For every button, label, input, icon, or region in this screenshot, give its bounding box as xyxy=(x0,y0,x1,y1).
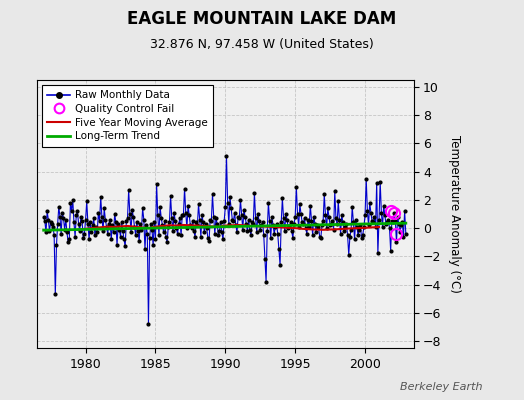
Text: Berkeley Earth: Berkeley Earth xyxy=(400,382,482,392)
Y-axis label: Temperature Anomaly (°C): Temperature Anomaly (°C) xyxy=(448,135,461,293)
Text: 32.876 N, 97.458 W (United States): 32.876 N, 97.458 W (United States) xyxy=(150,38,374,51)
Text: EAGLE MOUNTAIN LAKE DAM: EAGLE MOUNTAIN LAKE DAM xyxy=(127,10,397,28)
Legend: Raw Monthly Data, Quality Control Fail, Five Year Moving Average, Long-Term Tren: Raw Monthly Data, Quality Control Fail, … xyxy=(42,85,213,146)
